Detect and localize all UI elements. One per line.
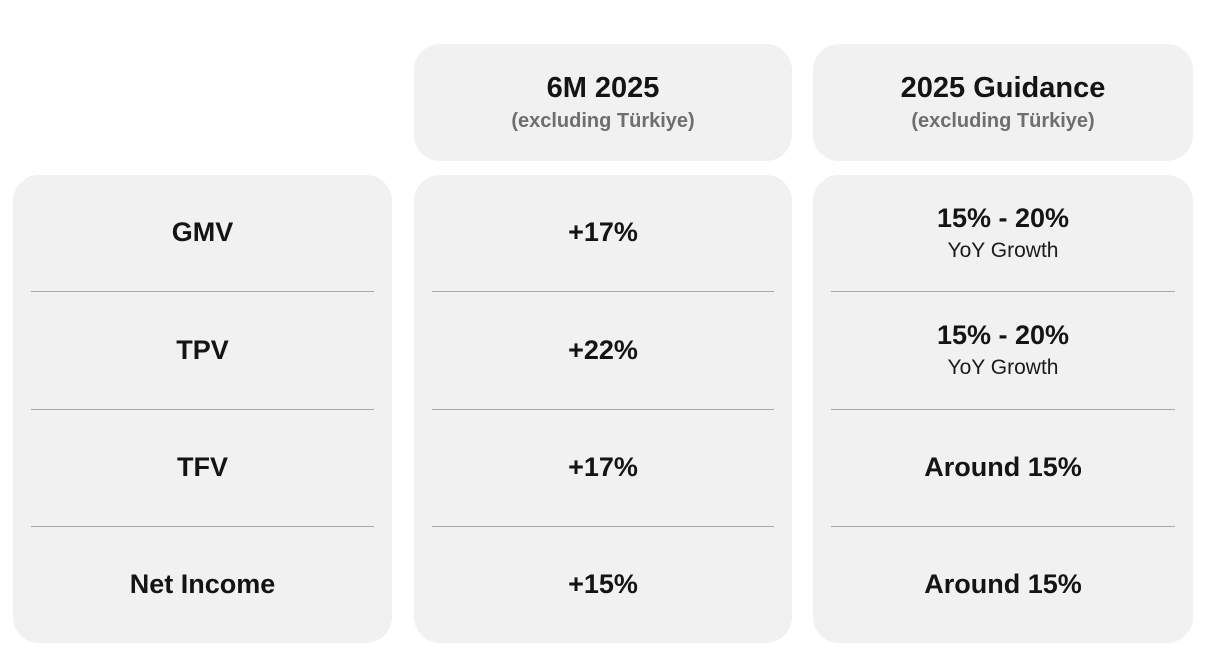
row-divider — [31, 291, 374, 293]
guidance-value-tfv: Around 15% — [924, 451, 1082, 482]
row-divider — [31, 408, 374, 410]
guidance-note-gmv: YoY Growth — [947, 238, 1059, 262]
table-row: Around 15% — [813, 527, 1193, 643]
row-divider — [432, 408, 774, 410]
header-card-2025-guidance: 2025 Guidance (excluding Türkiye) — [813, 44, 1193, 161]
table-row: Net Income — [13, 527, 392, 643]
table-row: +17% — [414, 410, 792, 526]
guidance-values-card: 15% - 20% YoY Growth 15% - 20% YoY Growt… — [813, 175, 1193, 643]
metrics-card: GMV TPV TFV Net Income — [13, 175, 392, 643]
header-content: 2025 Guidance (excluding Türkiye) — [813, 44, 1193, 161]
table-row: TFV — [13, 410, 392, 526]
metric-label-net-income: Net Income — [129, 569, 276, 600]
row-divider — [432, 525, 774, 527]
metric-label-tpv: TPV — [176, 334, 229, 365]
row-divider — [831, 525, 1175, 527]
six-month-value-tpv: +22% — [568, 334, 638, 365]
six-month-value-tfv: +17% — [568, 451, 638, 482]
metric-label-tfv: TFV — [177, 451, 228, 482]
table-row: TPV — [13, 292, 392, 408]
table-row: 15% - 20% YoY Growth — [813, 292, 1193, 408]
six-month-values-card: +17% +22% +17% +15% — [414, 175, 792, 643]
table-row: Around 15% — [813, 410, 1193, 526]
metric-label-gmv: GMV — [171, 217, 234, 248]
header-title-2025-guidance: 2025 Guidance — [900, 72, 1106, 105]
table-row: +22% — [414, 292, 792, 408]
guidance-value-net-income: Around 15% — [924, 569, 1082, 600]
guidance-value-tpv: 15% - 20% — [936, 320, 1070, 351]
guidance-note-tpv: YoY Growth — [947, 356, 1059, 380]
row-divider — [432, 291, 774, 293]
header-subtitle-2025-guidance: (excluding Türkiye) — [911, 109, 1095, 132]
header-title-6m-2025: 6M 2025 — [546, 72, 660, 105]
table-row: 15% - 20% YoY Growth — [813, 175, 1193, 291]
header-content: 6M 2025 (excluding Türkiye) — [414, 44, 792, 161]
guidance-value-gmv: 15% - 20% — [936, 203, 1070, 234]
header-card-6m-2025: 6M 2025 (excluding Türkiye) — [414, 44, 792, 161]
table-row: +15% — [414, 527, 792, 643]
six-month-value-gmv: +17% — [568, 217, 638, 248]
row-divider — [831, 291, 1175, 293]
table-row: GMV — [13, 175, 392, 291]
table-row: +17% — [414, 175, 792, 291]
row-divider — [831, 408, 1175, 410]
row-divider — [31, 525, 374, 527]
six-month-value-net-income: +15% — [568, 569, 638, 600]
header-subtitle-6m-2025: (excluding Türkiye) — [511, 109, 695, 132]
